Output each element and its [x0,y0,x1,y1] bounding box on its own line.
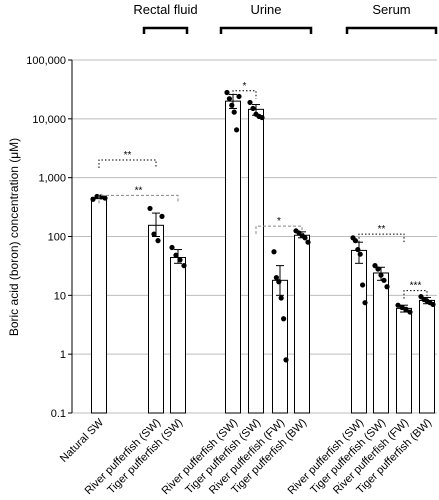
bar [91,197,107,414]
bar [248,108,264,414]
significance-label: *** [410,281,422,292]
data-point [236,93,242,100]
bar [170,256,186,414]
data-point [278,295,284,301]
significance-label: * [243,81,247,92]
group-label: Serum [372,2,410,17]
bar [373,272,389,414]
data-point [375,266,381,272]
y-axis-label: Boric acid (boron) concentration (μM) [7,138,21,336]
data-point [302,235,308,241]
data-point [147,205,153,212]
data-point [403,306,409,312]
significance-label: ** [135,185,143,196]
data-point [276,279,282,285]
significance-label: ** [378,224,386,235]
y-tick-label: 0.1 [51,408,66,420]
data-point [273,275,279,281]
data-point [173,252,179,258]
data-point [226,96,232,102]
group-bracket [345,26,438,34]
data-point [372,263,378,269]
data-point [283,357,289,363]
group-bracket [219,26,313,34]
group-label: Urine [250,2,281,17]
data-point [362,300,368,306]
data-point [378,272,384,278]
y-tick-label: 100 [48,232,66,244]
significance-brackets: *********** [98,81,428,299]
data-point [169,244,175,251]
data-point [90,196,96,202]
significance-bracket [98,159,157,168]
data-point [271,249,277,255]
data-point [229,102,235,108]
data-point [155,238,161,244]
data-point [247,99,253,106]
data-point [250,105,256,112]
significance-bracket [232,90,257,99]
bar [148,224,164,414]
y-tick-label: 1 [60,349,66,361]
data-point [360,282,366,288]
axes: 0.1 1 10 100 1,000 10,000 100,000 [26,55,73,420]
significance-bracket [98,194,179,204]
significance-label: * [277,216,281,227]
data-point [102,195,108,201]
significance-bracket [403,290,428,299]
bar [419,299,435,414]
data-point [151,231,157,237]
significance-label: ** [124,150,132,161]
data-point [357,251,363,257]
data-point [281,316,287,322]
data-point [399,304,405,311]
data-point [430,301,436,308]
data-point [355,246,361,253]
data-point [352,238,358,244]
data-point [407,309,413,315]
significance-bracket [255,225,303,235]
significance-bracket [358,233,405,243]
data-point [94,193,100,200]
data-points [90,89,436,363]
data-point [181,263,187,269]
data-point [395,302,401,308]
bars [91,93,435,414]
y-tick-label: 100,000 [26,55,66,67]
data-point [159,213,165,219]
data-point [177,257,183,263]
data-point [231,109,237,115]
bar [225,100,241,414]
bar [351,249,367,414]
data-point [234,127,240,133]
data-point [224,89,230,96]
group-bracket [142,26,189,34]
group-headers: Rectal fluid Urine Serum [133,2,438,34]
data-point [381,277,387,283]
group-label: Rectal fluid [133,2,197,17]
data-point [259,114,265,121]
data-point [384,284,390,290]
y-tick-label: 10 [54,290,66,302]
y-tick-label: 1,000 [38,173,66,185]
bar [396,307,412,414]
data-point [305,239,311,245]
bar [294,234,310,414]
y-tick-label: 10,000 [32,114,66,126]
x-tick-label: Natural SW [58,416,107,465]
